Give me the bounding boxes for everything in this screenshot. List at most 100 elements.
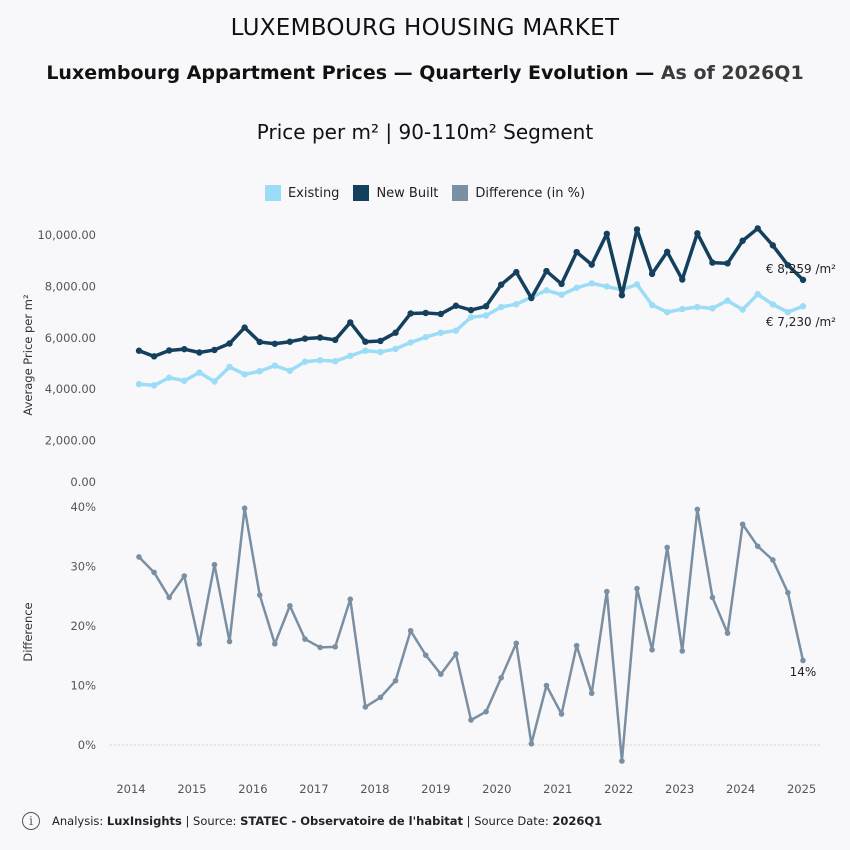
data-point-existing bbox=[724, 297, 731, 304]
data-point-difference bbox=[558, 711, 565, 717]
data-point-new-built bbox=[331, 336, 339, 344]
legend-item-difference[interactable]: Difference (in %) bbox=[452, 185, 585, 201]
data-point-new-built bbox=[407, 310, 414, 317]
y-tick-label-top: 2,000.00 bbox=[45, 434, 96, 448]
data-point-existing bbox=[588, 280, 595, 287]
data-point-new-built bbox=[543, 267, 550, 275]
y-tick-label-top: 8,000.00 bbox=[45, 279, 96, 293]
legend-label-new-built: New Built bbox=[376, 185, 439, 201]
data-point-existing bbox=[241, 371, 248, 378]
y-tick-label-bottom: 30% bbox=[70, 560, 96, 574]
y-tick-label-top: 4,000.00 bbox=[45, 382, 96, 396]
x-tick-label: 2018 bbox=[360, 782, 389, 796]
legend-item-new-built[interactable]: New Built bbox=[353, 185, 438, 201]
info-icon[interactable]: i bbox=[22, 812, 40, 830]
legend-swatch-new-built bbox=[353, 185, 370, 201]
footer: i Analysis: LuxInsights | Source: STATEC… bbox=[22, 812, 602, 830]
data-point-new-built bbox=[633, 226, 641, 233]
data-point-new-built bbox=[769, 242, 777, 249]
data-point-difference bbox=[785, 589, 791, 596]
data-point-new-built bbox=[528, 294, 535, 302]
end-label-difference: 14% bbox=[790, 665, 817, 679]
data-point-difference bbox=[151, 569, 157, 576]
data-point-existing bbox=[709, 305, 716, 312]
chart-title-asof: As of 2026Q1 bbox=[660, 62, 804, 84]
data-point-new-built bbox=[286, 338, 294, 345]
data-point-existing bbox=[648, 301, 656, 309]
legend-item-existing[interactable]: Existing bbox=[264, 185, 340, 201]
data-point-difference bbox=[588, 690, 595, 697]
y-tick-label-bottom: 0% bbox=[78, 738, 96, 752]
data-point-existing bbox=[663, 308, 671, 316]
data-point-new-built bbox=[241, 324, 248, 331]
data-point-difference bbox=[619, 758, 625, 764]
data-point-difference bbox=[362, 704, 369, 710]
data-point-new-built bbox=[347, 319, 354, 326]
data-point-existing bbox=[422, 333, 429, 341]
legend-label-existing: Existing bbox=[287, 185, 340, 201]
data-point-difference bbox=[800, 657, 806, 664]
y-tick-label-bottom: 40% bbox=[70, 500, 96, 514]
x-tick-label: 2020 bbox=[482, 782, 511, 796]
data-point-difference bbox=[694, 506, 701, 513]
data-point-difference bbox=[739, 521, 746, 528]
data-point-existing bbox=[196, 369, 203, 376]
data-point-existing bbox=[256, 368, 263, 375]
data-point-new-built bbox=[135, 347, 143, 354]
data-point-existing bbox=[347, 352, 354, 360]
data-point-new-built bbox=[392, 329, 399, 336]
legend-swatch-difference bbox=[452, 185, 469, 201]
data-point-difference bbox=[422, 652, 429, 658]
data-point-existing bbox=[211, 378, 218, 385]
legend-label-difference: Difference (in %) bbox=[475, 185, 586, 201]
data-point-difference bbox=[392, 677, 399, 684]
data-point-new-built bbox=[165, 347, 173, 354]
data-point-new-built bbox=[558, 280, 565, 288]
y-tick-label-bottom: 10% bbox=[70, 679, 96, 693]
data-point-existing bbox=[603, 283, 611, 290]
data-point-difference bbox=[649, 647, 655, 653]
data-point-difference bbox=[287, 602, 293, 609]
data-point-difference bbox=[483, 708, 489, 715]
data-point-existing bbox=[226, 363, 233, 371]
data-point-new-built bbox=[316, 334, 324, 341]
data-point-new-built bbox=[724, 260, 731, 267]
data-point-existing bbox=[497, 303, 505, 311]
data-point-difference bbox=[634, 585, 640, 592]
footer-credits: Analysis: LuxInsights | Source: STATEC -… bbox=[52, 814, 602, 828]
footer-date-label: | Source Date: bbox=[463, 814, 553, 828]
data-point-difference bbox=[664, 544, 670, 551]
data-point-existing bbox=[437, 329, 445, 336]
page-supertitle: LUXEMBOURG HOUSING MARKET bbox=[230, 15, 620, 41]
data-point-difference bbox=[407, 627, 414, 634]
end-label-existing: € 7,230 /m² bbox=[766, 315, 836, 329]
data-point-difference bbox=[302, 636, 308, 642]
data-point-existing bbox=[362, 347, 369, 354]
x-tick-label: 2025 bbox=[787, 782, 816, 796]
data-point-new-built bbox=[256, 338, 263, 346]
data-point-existing bbox=[271, 362, 279, 369]
x-tick-label: 2014 bbox=[116, 782, 145, 796]
footer-analysis-label: Analysis: bbox=[52, 814, 107, 828]
data-point-new-built bbox=[422, 309, 429, 317]
data-point-new-built bbox=[663, 248, 671, 255]
data-point-new-built bbox=[301, 335, 309, 342]
data-point-new-built bbox=[467, 306, 475, 314]
data-point-existing bbox=[784, 308, 792, 316]
y-tick-label-bottom: 20% bbox=[70, 619, 96, 633]
data-point-difference bbox=[528, 741, 535, 747]
data-point-existing bbox=[573, 284, 580, 291]
y-axis-label-top: Average Price per m² bbox=[21, 294, 35, 415]
data-point-existing bbox=[694, 303, 701, 311]
x-tick-label: 2019 bbox=[421, 782, 450, 796]
data-point-new-built bbox=[452, 302, 460, 309]
data-point-new-built bbox=[196, 349, 203, 356]
data-point-existing bbox=[754, 290, 761, 298]
data-point-difference bbox=[498, 674, 504, 681]
data-point-existing bbox=[331, 358, 339, 365]
chart-title: Luxembourg Appartment Prices — Quarterly… bbox=[0, 62, 850, 84]
y-tick-label-top: 10,000.00 bbox=[37, 228, 96, 242]
data-point-new-built bbox=[603, 230, 611, 238]
data-point-difference bbox=[513, 640, 520, 647]
